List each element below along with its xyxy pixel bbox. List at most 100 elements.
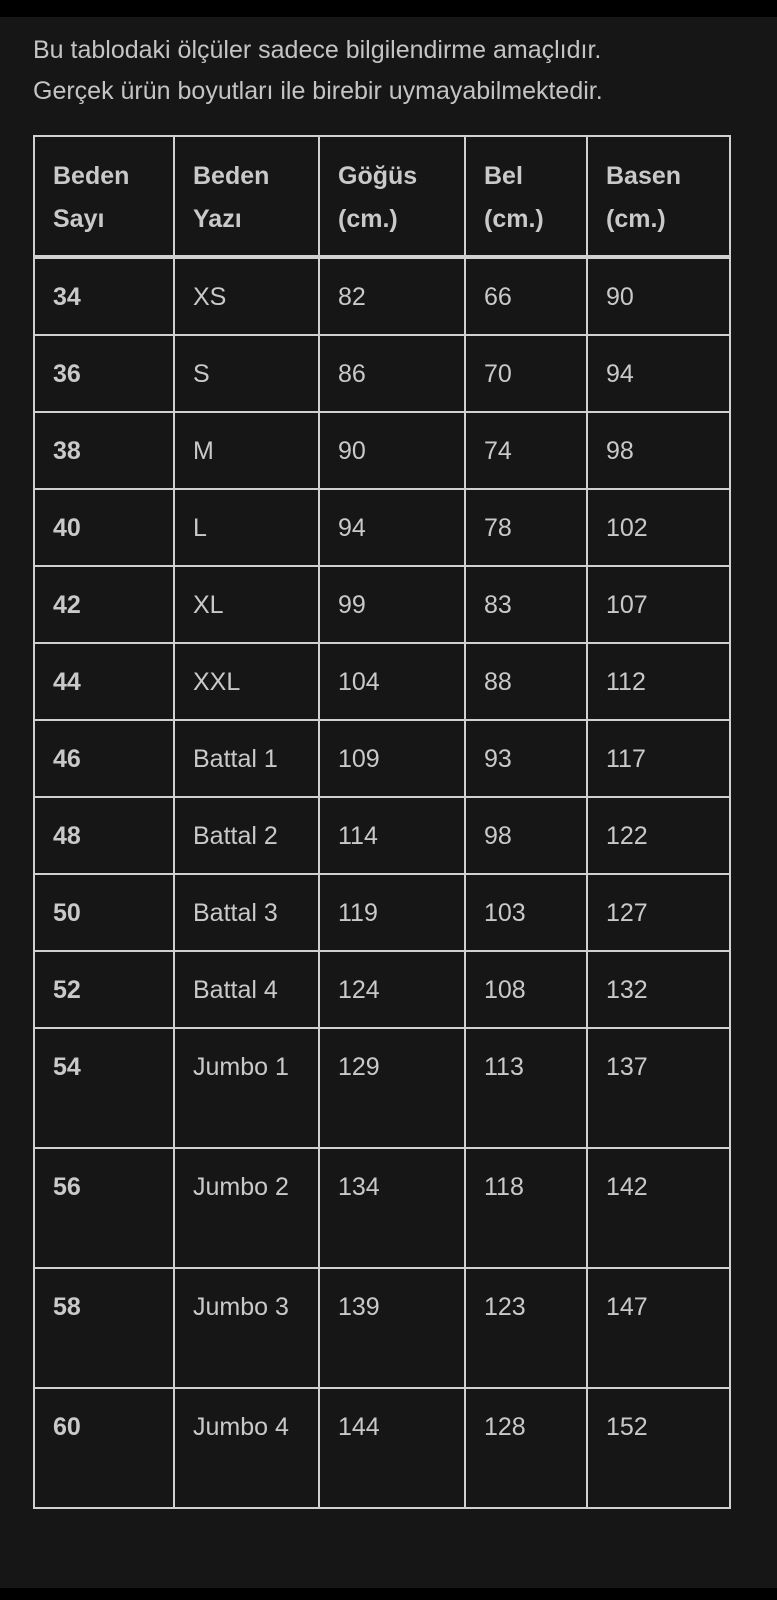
cell-hips: 127 bbox=[586, 873, 731, 952]
table-row: 42 XL 99 83 107 bbox=[33, 565, 731, 644]
cell-hips: 137 bbox=[586, 1027, 731, 1149]
header-text: Sayı bbox=[53, 205, 105, 233]
cell-size-letter: Battal 1 bbox=[173, 719, 320, 798]
cell-size-letter: Jumbo 3 bbox=[173, 1267, 320, 1389]
cell-size-number: 54 bbox=[33, 1027, 175, 1149]
disclaimer-line-2: Gerçek ürün boyutları ile birebir uymaya… bbox=[33, 77, 603, 105]
cell-size-number: 52 bbox=[33, 950, 175, 1029]
cell-chest: 124 bbox=[318, 950, 466, 1029]
table-row: 40 L 94 78 102 bbox=[33, 488, 731, 567]
cell-size-number: 40 bbox=[33, 488, 175, 567]
cell-size-letter: S bbox=[173, 334, 320, 413]
cell-chest: 90 bbox=[318, 411, 466, 490]
table-row: 46 Battal 1 109 93 117 bbox=[33, 719, 731, 798]
cell-waist: 88 bbox=[464, 642, 588, 721]
cell-waist: 93 bbox=[464, 719, 588, 798]
cell-waist: 113 bbox=[464, 1027, 588, 1149]
table-row: 52 Battal 4 124 108 132 bbox=[33, 950, 731, 1029]
disclaimer-text: Bu tablodaki ölçüler sadece bilgilendirm… bbox=[33, 30, 753, 112]
table-row: 34 XS 82 66 90 bbox=[33, 256, 731, 336]
column-header-waist: Bel (cm.) bbox=[464, 135, 588, 259]
cell-hips: 142 bbox=[586, 1147, 731, 1269]
cell-chest: 99 bbox=[318, 565, 466, 644]
cell-chest: 114 bbox=[318, 796, 466, 875]
cell-size-letter: Battal 2 bbox=[173, 796, 320, 875]
cell-chest: 129 bbox=[318, 1027, 466, 1149]
cell-chest: 134 bbox=[318, 1147, 466, 1269]
cell-hips: 117 bbox=[586, 719, 731, 798]
table-row: 48 Battal 2 114 98 122 bbox=[33, 796, 731, 875]
cell-size-letter: XXL bbox=[173, 642, 320, 721]
cell-waist: 103 bbox=[464, 873, 588, 952]
cell-waist: 128 bbox=[464, 1387, 588, 1509]
cell-hips: 122 bbox=[586, 796, 731, 875]
cell-hips: 107 bbox=[586, 565, 731, 644]
table-row: 58 Jumbo 3 139 123 147 bbox=[33, 1267, 731, 1389]
cell-size-number: 56 bbox=[33, 1147, 175, 1269]
header-text: Beden bbox=[53, 162, 130, 190]
cell-hips: 112 bbox=[586, 642, 731, 721]
table-row: 38 M 90 74 98 bbox=[33, 411, 731, 490]
cell-size-number: 46 bbox=[33, 719, 175, 798]
table-row: 60 Jumbo 4 144 128 152 bbox=[33, 1387, 731, 1509]
disclaimer-line-1: Bu tablodaki ölçüler sadece bilgilendirm… bbox=[33, 36, 602, 64]
cell-waist: 70 bbox=[464, 334, 588, 413]
cell-hips: 90 bbox=[586, 256, 731, 336]
size-chart-table: Beden Sayı Beden Yazı Göğüs (cm.) Bel (cm.) Base… bbox=[33, 135, 731, 1509]
cell-size-letter: L bbox=[173, 488, 320, 567]
header-text: (cm.) bbox=[606, 205, 666, 233]
cell-hips: 102 bbox=[586, 488, 731, 567]
table-row: 56 Jumbo 2 134 118 142 bbox=[33, 1147, 731, 1269]
header-text: Yazı bbox=[193, 205, 242, 233]
cell-size-letter: Jumbo 4 bbox=[173, 1387, 320, 1509]
cell-size-number: 44 bbox=[33, 642, 175, 721]
table-row: 36 S 86 70 94 bbox=[33, 334, 731, 413]
cell-waist: 108 bbox=[464, 950, 588, 1029]
column-header-size-number: Beden Sayı bbox=[33, 135, 175, 259]
header-text: Göğüs bbox=[338, 162, 418, 190]
header-text: Beden bbox=[193, 162, 270, 190]
cell-size-number: 48 bbox=[33, 796, 175, 875]
table-row: 50 Battal 3 119 103 127 bbox=[33, 873, 731, 952]
status-bar bbox=[0, 0, 777, 17]
cell-chest: 104 bbox=[318, 642, 466, 721]
header-text: (cm.) bbox=[338, 205, 398, 233]
cell-chest: 139 bbox=[318, 1267, 466, 1389]
cell-size-number: 36 bbox=[33, 334, 175, 413]
cell-hips: 147 bbox=[586, 1267, 731, 1389]
cell-waist: 118 bbox=[464, 1147, 588, 1269]
cell-waist: 74 bbox=[464, 411, 588, 490]
cell-waist: 66 bbox=[464, 256, 588, 336]
cell-waist: 98 bbox=[464, 796, 588, 875]
cell-size-letter: M bbox=[173, 411, 320, 490]
cell-size-letter: Jumbo 1 bbox=[173, 1027, 320, 1149]
cell-size-letter: Battal 4 bbox=[173, 950, 320, 1029]
table-header-row: Beden Sayı Beden Yazı Göğüs (cm.) Bel (cm.) Base… bbox=[33, 135, 731, 259]
table-row: 54 Jumbo 1 129 113 137 bbox=[33, 1027, 731, 1149]
cell-size-letter: Jumbo 2 bbox=[173, 1147, 320, 1269]
cell-size-number: 38 bbox=[33, 411, 175, 490]
cell-waist: 83 bbox=[464, 565, 588, 644]
cell-chest: 82 bbox=[318, 256, 466, 336]
cell-size-number: 58 bbox=[33, 1267, 175, 1389]
cell-size-letter: Battal 3 bbox=[173, 873, 320, 952]
table-row: 44 XXL 104 88 112 bbox=[33, 642, 731, 721]
navigation-bar bbox=[0, 1588, 777, 1600]
header-text: Bel bbox=[484, 162, 523, 190]
column-header-size-letter: Beden Yazı bbox=[173, 135, 320, 259]
cell-size-number: 60 bbox=[33, 1387, 175, 1509]
cell-waist: 78 bbox=[464, 488, 588, 567]
cell-size-letter: XL bbox=[173, 565, 320, 644]
cell-size-number: 34 bbox=[33, 256, 175, 336]
cell-hips: 94 bbox=[586, 334, 731, 413]
cell-hips: 132 bbox=[586, 950, 731, 1029]
column-header-chest: Göğüs (cm.) bbox=[318, 135, 466, 259]
cell-chest: 94 bbox=[318, 488, 466, 567]
cell-size-number: 50 bbox=[33, 873, 175, 952]
header-text: Basen bbox=[606, 162, 682, 190]
cell-chest: 119 bbox=[318, 873, 466, 952]
cell-chest: 109 bbox=[318, 719, 466, 798]
cell-size-number: 42 bbox=[33, 565, 175, 644]
cell-waist: 123 bbox=[464, 1267, 588, 1389]
cell-chest: 86 bbox=[318, 334, 466, 413]
